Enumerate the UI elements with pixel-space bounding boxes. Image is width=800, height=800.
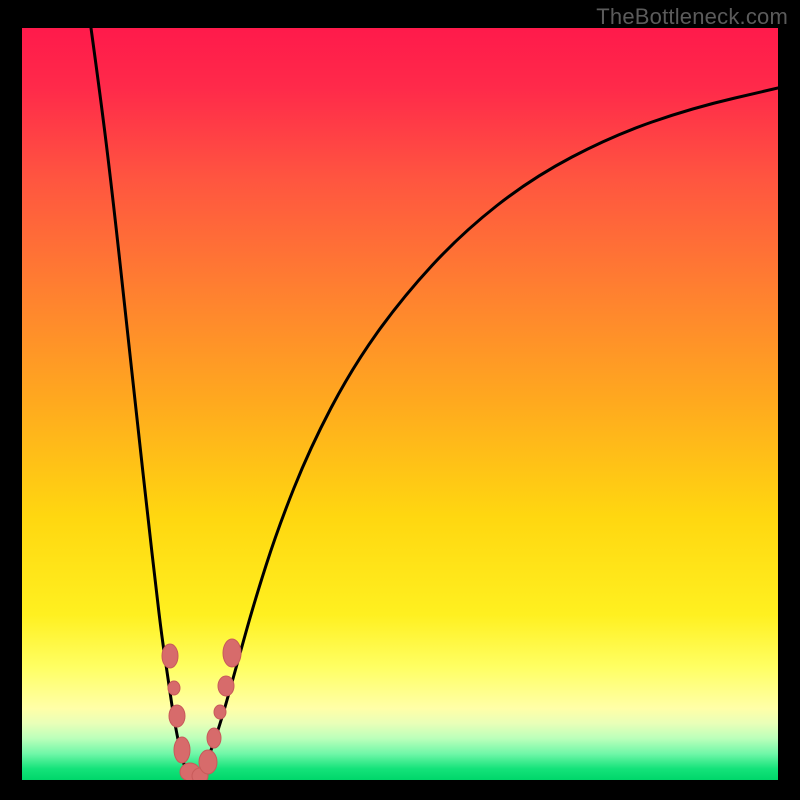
plot-area bbox=[22, 28, 778, 780]
plot-svg bbox=[22, 28, 778, 780]
marker bbox=[162, 644, 178, 668]
marker bbox=[214, 705, 226, 719]
marker bbox=[199, 750, 217, 774]
marker bbox=[174, 737, 190, 763]
watermark-text: TheBottleneck.com bbox=[596, 4, 788, 30]
chart-frame: TheBottleneck.com bbox=[0, 0, 800, 800]
marker bbox=[168, 681, 180, 695]
marker bbox=[223, 639, 241, 667]
marker bbox=[207, 728, 221, 748]
marker bbox=[218, 676, 234, 696]
marker bbox=[169, 705, 185, 727]
